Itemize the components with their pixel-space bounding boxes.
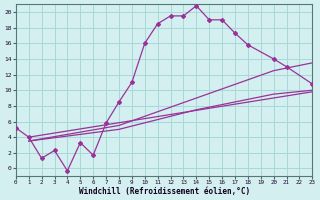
X-axis label: Windchill (Refroidissement éolien,°C): Windchill (Refroidissement éolien,°C) — [78, 187, 250, 196]
